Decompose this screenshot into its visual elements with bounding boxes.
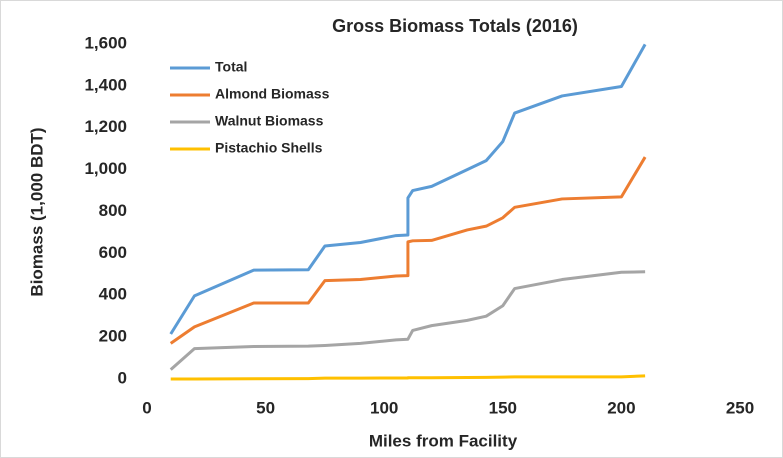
- x-tick-label: 0: [142, 398, 151, 417]
- x-tick-label: 150: [489, 398, 517, 417]
- y-tick-label: 200: [99, 327, 127, 346]
- y-tick-label: 0: [118, 368, 127, 387]
- y-axis-label: Biomass (1,000 BDT): [27, 127, 46, 296]
- legend-label: Total: [215, 59, 247, 75]
- x-tick-label: 50: [256, 398, 275, 417]
- y-tick-label: 800: [99, 201, 127, 220]
- x-axis-label: Miles from Facility: [369, 431, 518, 450]
- y-tick-label: 1,200: [84, 117, 127, 136]
- y-tick-label: 600: [99, 243, 127, 262]
- x-tick-label: 250: [726, 398, 754, 417]
- x-tick-label: 200: [607, 398, 635, 417]
- series-line: [169, 156, 647, 345]
- chart-title: Gross Biomass Totals (2016): [332, 16, 578, 36]
- series-line: [170, 374, 646, 381]
- y-tick-label: 1,600: [84, 33, 127, 52]
- y-tick-label: 1,400: [84, 75, 127, 94]
- x-tick-label: 100: [370, 398, 398, 417]
- legend-label: Pistachio Shells: [215, 140, 323, 156]
- y-tick-label: 1,000: [84, 159, 127, 178]
- legend-label: Walnut Biomass: [215, 113, 324, 129]
- series-line: [169, 43, 647, 335]
- series-line: [169, 270, 646, 371]
- y-tick-label: 400: [99, 285, 127, 304]
- legend-label: Almond Biomass: [215, 86, 330, 102]
